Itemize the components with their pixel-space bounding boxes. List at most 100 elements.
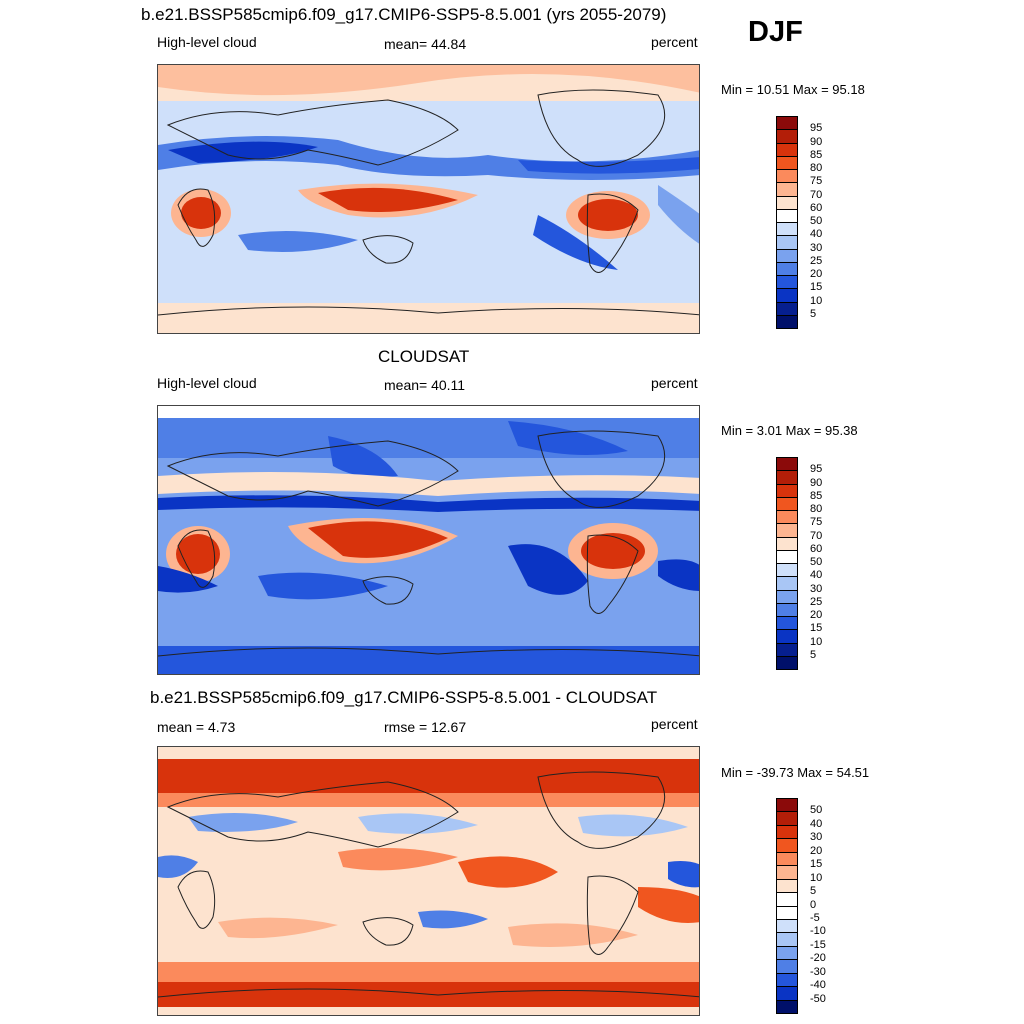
colorbar-tick-label: 70 <box>810 188 823 201</box>
colorbar-swatch <box>776 918 798 934</box>
colorbar-swatch <box>776 457 798 472</box>
colorbar-tick-label: 50 <box>810 804 823 817</box>
colorbar-swatch <box>776 959 798 974</box>
colorbar-swatch <box>776 878 798 894</box>
colorbar-swatch <box>776 655 798 670</box>
colorbar-swatch <box>776 629 798 644</box>
colorbar-tick-label: 90 <box>810 476 823 489</box>
colorbar-tick-label: -20 <box>810 952 826 965</box>
colorbar-swatch <box>776 470 798 485</box>
colorbar-swatch <box>776 496 798 511</box>
colorbar-swatch <box>776 576 798 591</box>
panel3-map-svg <box>158 747 699 1015</box>
panel3-units-label: percent <box>651 716 698 732</box>
colorbar-swatch <box>776 642 798 657</box>
colorbar-swatch <box>776 798 798 813</box>
colorbar-tick-label: 5 <box>810 885 817 898</box>
colorbar-swatch <box>776 824 798 840</box>
colorbar-swatch <box>776 301 798 316</box>
panel2-map <box>157 405 700 675</box>
colorbar-tick-label: 20 <box>810 609 823 621</box>
colorbar-swatch <box>776 314 798 329</box>
colorbar-swatch <box>776 865 798 880</box>
panel3-minmax: Min = -39.73 Max = 54.51 <box>721 765 870 780</box>
colorbar-tick-label: 80 <box>810 503 823 515</box>
colorbar-tick-label: 40 <box>810 228 823 241</box>
colorbar-swatch <box>776 986 798 1001</box>
panel3-mean-label: mean = 4.73 <box>157 719 236 735</box>
colorbar-swatch <box>776 483 798 498</box>
colorbar-swatch <box>776 195 798 210</box>
colorbar-tick-label: 5 <box>810 648 817 661</box>
panel1-map <box>157 64 700 334</box>
colorbar-swatch <box>776 155 798 170</box>
panel3-map <box>157 746 700 1016</box>
panel1-mean-label: mean= 44.84 <box>384 36 467 52</box>
colorbar-swatch <box>776 248 798 263</box>
panel2-minmax: Min = 3.01 Max = 95.38 <box>721 423 858 438</box>
colorbar-swatch <box>776 811 798 826</box>
colorbar-tick-label: -50 <box>810 992 826 1005</box>
colorbar-swatch <box>776 616 798 631</box>
colorbar-tick-label: 15 <box>810 281 823 294</box>
panel3-colorbar: 50 40 30 20 15 10 5 0 -5 -10 -15 -20 -30 -40 -50 <box>776 798 826 1014</box>
colorbar-tick-label: 50 <box>810 215 823 227</box>
panel2-units-label: percent <box>651 375 698 391</box>
colorbar-tick-label: 90 <box>810 135 823 148</box>
colorbar-swatch <box>776 261 798 276</box>
colorbar-tick-label: -15 <box>810 938 826 951</box>
colorbar-tick-label: 60 <box>810 542 823 555</box>
colorbar-swatch <box>776 116 798 131</box>
colorbar-tick-label: 70 <box>810 529 823 542</box>
colorbar-tick-label: -40 <box>810 979 826 992</box>
colorbar-swatch <box>776 288 798 303</box>
colorbar-swatch <box>776 972 798 988</box>
panel1-map-svg <box>158 65 699 333</box>
colorbar-tick-label: -5 <box>810 911 820 924</box>
colorbar-tick-label: 75 <box>810 516 823 529</box>
colorbar-swatch <box>776 945 798 961</box>
colorbar-swatch <box>776 523 798 538</box>
colorbar-tick-label: 25 <box>810 254 823 267</box>
panel3-title: b.e21.BSSP585cmip6.f09_g17.CMIP6-SSP5-8.… <box>150 688 658 707</box>
colorbar-tick-label: 0 <box>810 898 817 911</box>
colorbar-tick-label: 40 <box>810 817 823 830</box>
colorbar-tick-label: 10 <box>810 294 823 307</box>
colorbar-swatch <box>776 589 798 604</box>
colorbar-tick-label: 10 <box>810 635 823 648</box>
colorbar-tick-label: 20 <box>810 844 823 857</box>
colorbar-tick-label: 30 <box>810 241 823 254</box>
colorbar-tick-label: 75 <box>810 175 823 188</box>
colorbar-swatch <box>776 182 798 197</box>
panel2-title: CLOUDSAT <box>378 347 470 366</box>
panel1-variable-label: High-level cloud <box>157 34 257 50</box>
colorbar-swatch <box>776 275 798 290</box>
colorbar-swatch <box>776 142 798 157</box>
colorbar-tick-label: 10 <box>810 871 823 884</box>
colorbar-swatch <box>776 999 798 1014</box>
panel2-mean-label: mean= 40.11 <box>384 377 466 393</box>
colorbar-tick-label: 50 <box>810 556 823 568</box>
colorbar-swatch <box>776 129 798 144</box>
colorbar-swatch <box>776 905 798 920</box>
colorbar-tick-label: 5 <box>810 307 817 320</box>
colorbar-swatch <box>776 851 798 867</box>
colorbar-tick-label: 60 <box>810 201 823 214</box>
colorbar-tick-label: 85 <box>810 489 823 502</box>
colorbar-swatch <box>776 563 798 578</box>
colorbar-tick-label: 25 <box>810 595 823 608</box>
panel2-colorbar: 95 90 85 80 75 70 60 50 40 30 25 20 15 10 5 <box>776 457 822 670</box>
colorbar-swatch <box>776 510 798 525</box>
colorbar-swatch <box>776 549 798 564</box>
panel1-minmax: Min = 10.51 Max = 95.18 <box>721 82 865 97</box>
colorbar-tick-label: 40 <box>810 569 823 582</box>
colorbar-tick-label: 20 <box>810 268 823 280</box>
panel2-map-svg <box>158 406 699 674</box>
colorbar-swatch <box>776 536 798 551</box>
colorbar-tick-label: 95 <box>810 463 823 476</box>
panel1-units-label: percent <box>651 34 698 50</box>
colorbar-tick-label: 30 <box>810 582 823 595</box>
colorbar-tick-label: 30 <box>810 831 823 844</box>
season-label: DJF <box>748 16 803 48</box>
colorbar-swatch <box>776 222 798 237</box>
